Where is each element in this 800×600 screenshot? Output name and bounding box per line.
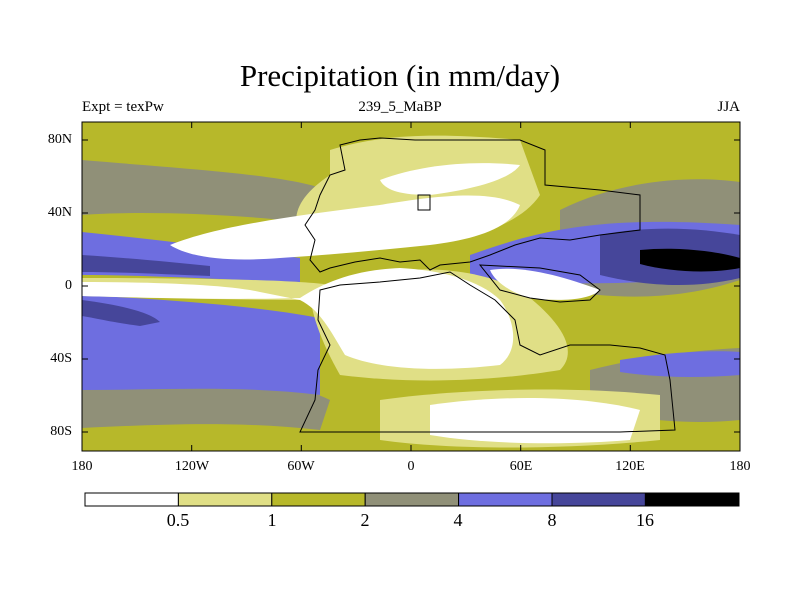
precip-band-dry-north [380, 163, 520, 195]
colorbar-label-16: 16 [636, 510, 654, 530]
y-label-40s: 40S [50, 351, 72, 366]
colorbar-swatch-1 [177, 492, 273, 507]
x-label-120w: 120W [174, 459, 210, 474]
precip-band-dry-basin [490, 268, 600, 300]
precip-band-dry-antarctic [430, 398, 640, 444]
island-outline [417, 194, 431, 211]
precip-band-dry-sh [82, 268, 514, 369]
precip-band-darkblue-w [82, 255, 210, 276]
colorbar [84, 492, 740, 507]
x-label-180w: 180 [71, 459, 93, 474]
colorbar-swatch-0 [84, 492, 179, 507]
experiment-label: Expt = texPw [82, 99, 164, 115]
x-label-180e: 180 [729, 459, 751, 474]
colorbar-label-4: 4 [453, 510, 463, 530]
colorbar-swatch-2 [271, 492, 366, 507]
y-label-0: 0 [65, 278, 72, 293]
coastline-south [299, 271, 676, 433]
colorbar-label-2: 2 [360, 510, 370, 530]
y-label-80n: 80N [47, 132, 72, 147]
colorbar-label-0.5: 0.5 [166, 510, 190, 530]
x-label-120e: 120E [615, 459, 645, 474]
precip-field [82, 122, 740, 451]
colorbar-swatch-6 [644, 492, 740, 507]
map-title: Precipitation (in mm/day) [239, 58, 561, 93]
precip-band-max [640, 248, 740, 272]
colorbar-swatch-4 [458, 492, 553, 507]
y-label-80s: 80S [50, 424, 72, 439]
colorbar-label-8: 8 [547, 510, 557, 530]
season-label: JJA [717, 99, 740, 115]
precip-band-blue-se [620, 351, 740, 377]
precip-band-grey-nh [82, 160, 340, 225]
y-label-40n: 40N [47, 205, 72, 220]
precip-band-darkblue-sw [82, 300, 160, 326]
x-ticks [81, 122, 741, 451]
x-label-60w: 60W [287, 459, 315, 474]
precip-band-dry-nh [170, 195, 520, 260]
coastline-north [304, 137, 641, 273]
colorbar-label-1: 1 [267, 510, 277, 530]
colorbar-swatch-5 [551, 492, 646, 507]
x-label-0: 0 [407, 459, 415, 474]
period-label: 239_5_MaBP [358, 99, 442, 115]
x-label-60e: 60E [509, 459, 533, 474]
colorbar-swatch-3 [364, 492, 460, 507]
inland-basin-outline [478, 264, 601, 303]
y-ticks [82, 139, 740, 433]
